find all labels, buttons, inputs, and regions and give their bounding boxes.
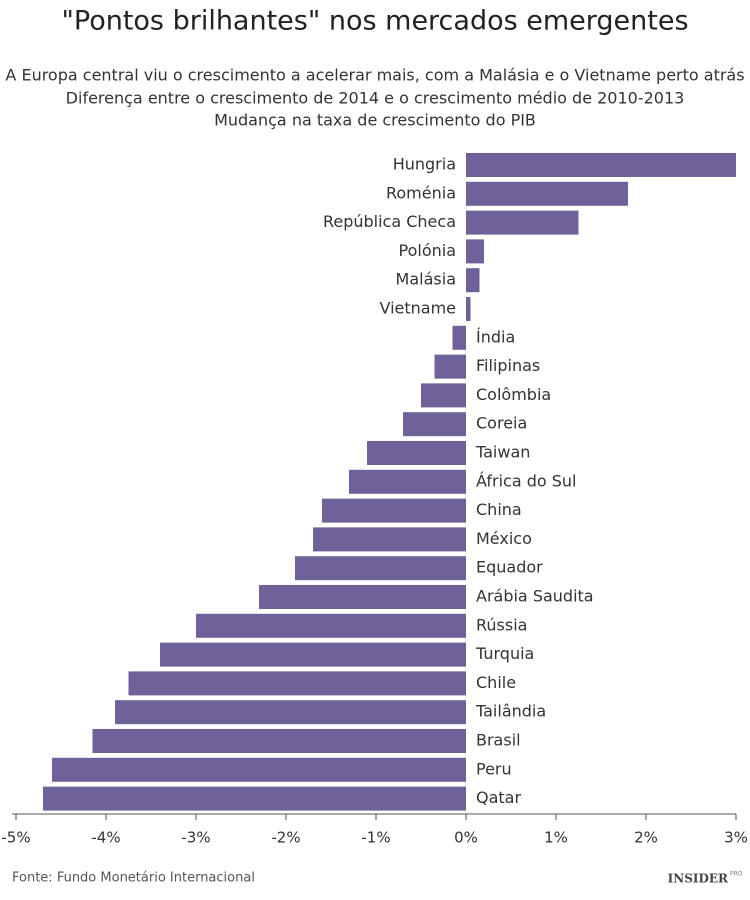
category-label: China xyxy=(476,500,522,519)
bar xyxy=(421,383,466,408)
x-tick-label: 2% xyxy=(634,829,658,847)
category-label: México xyxy=(476,529,532,548)
bar xyxy=(52,757,466,782)
category-label: Turquia xyxy=(475,644,534,663)
category-label: Peru xyxy=(476,759,512,778)
subtitle: Diferença entre o crescimento de 2014 e … xyxy=(66,89,685,108)
category-label: Taiwan xyxy=(475,443,530,462)
category-label: Coreia xyxy=(476,414,527,433)
bar xyxy=(259,585,466,609)
x-tick-label: 3% xyxy=(724,829,748,847)
x-tick-label: -4% xyxy=(91,829,120,847)
bar xyxy=(466,297,471,321)
logo-sup: PRO xyxy=(730,871,743,878)
category-label: Equador xyxy=(476,558,543,577)
category-label: República Checa xyxy=(323,212,456,231)
category-label: Rússia xyxy=(476,615,527,634)
category-label: Colômbia xyxy=(476,385,551,404)
bar xyxy=(128,671,466,696)
bar xyxy=(196,613,466,638)
bar xyxy=(466,181,628,206)
category-label: Roménia xyxy=(386,183,456,202)
x-tick-label: 1% xyxy=(544,829,568,847)
category-label: Brasil xyxy=(476,731,521,750)
bar xyxy=(349,469,466,494)
subtitle: A Europa central viu o crescimento a ace… xyxy=(5,66,744,85)
category-label: Filipinas xyxy=(476,356,540,375)
bar xyxy=(313,527,466,552)
bar xyxy=(115,700,466,725)
source: Fonte: Fundo Monetário Internacional xyxy=(12,871,255,886)
category-label: Polónia xyxy=(399,241,457,260)
category-label: Índia xyxy=(476,327,515,346)
x-tick-label: -2% xyxy=(271,829,300,847)
bar xyxy=(322,498,466,523)
category-label: África do Sul xyxy=(476,471,577,490)
category-label: Vietname xyxy=(379,299,456,318)
bar xyxy=(367,441,466,465)
category-label: Hungria xyxy=(393,155,456,174)
category-label: Chile xyxy=(476,673,516,692)
x-tick-label: -5% xyxy=(1,829,30,847)
category-label: Malásia xyxy=(396,270,456,289)
bar xyxy=(92,729,466,753)
bar xyxy=(466,239,484,264)
category-label: Arábia Saudita xyxy=(476,587,594,606)
bar xyxy=(466,210,579,235)
bar xyxy=(466,153,736,177)
x-tick-label: -1% xyxy=(361,829,390,847)
bar xyxy=(466,268,480,293)
subtitle: Mudança na taxa de crescimento do PIB xyxy=(214,111,536,130)
bar xyxy=(434,354,466,379)
category-label: Tailândia xyxy=(475,702,546,721)
category-label: Qatar xyxy=(476,788,521,807)
bar xyxy=(403,412,466,437)
x-tick-label: 0% xyxy=(454,829,478,847)
bar xyxy=(452,325,466,350)
logo: INSIDER xyxy=(668,872,729,886)
x-tick-label: -3% xyxy=(181,829,210,847)
chart-title: "Pontos brilhantes" nos mercados emergen… xyxy=(61,6,688,37)
bar xyxy=(160,642,466,667)
bar xyxy=(43,786,466,811)
bar xyxy=(295,556,466,581)
